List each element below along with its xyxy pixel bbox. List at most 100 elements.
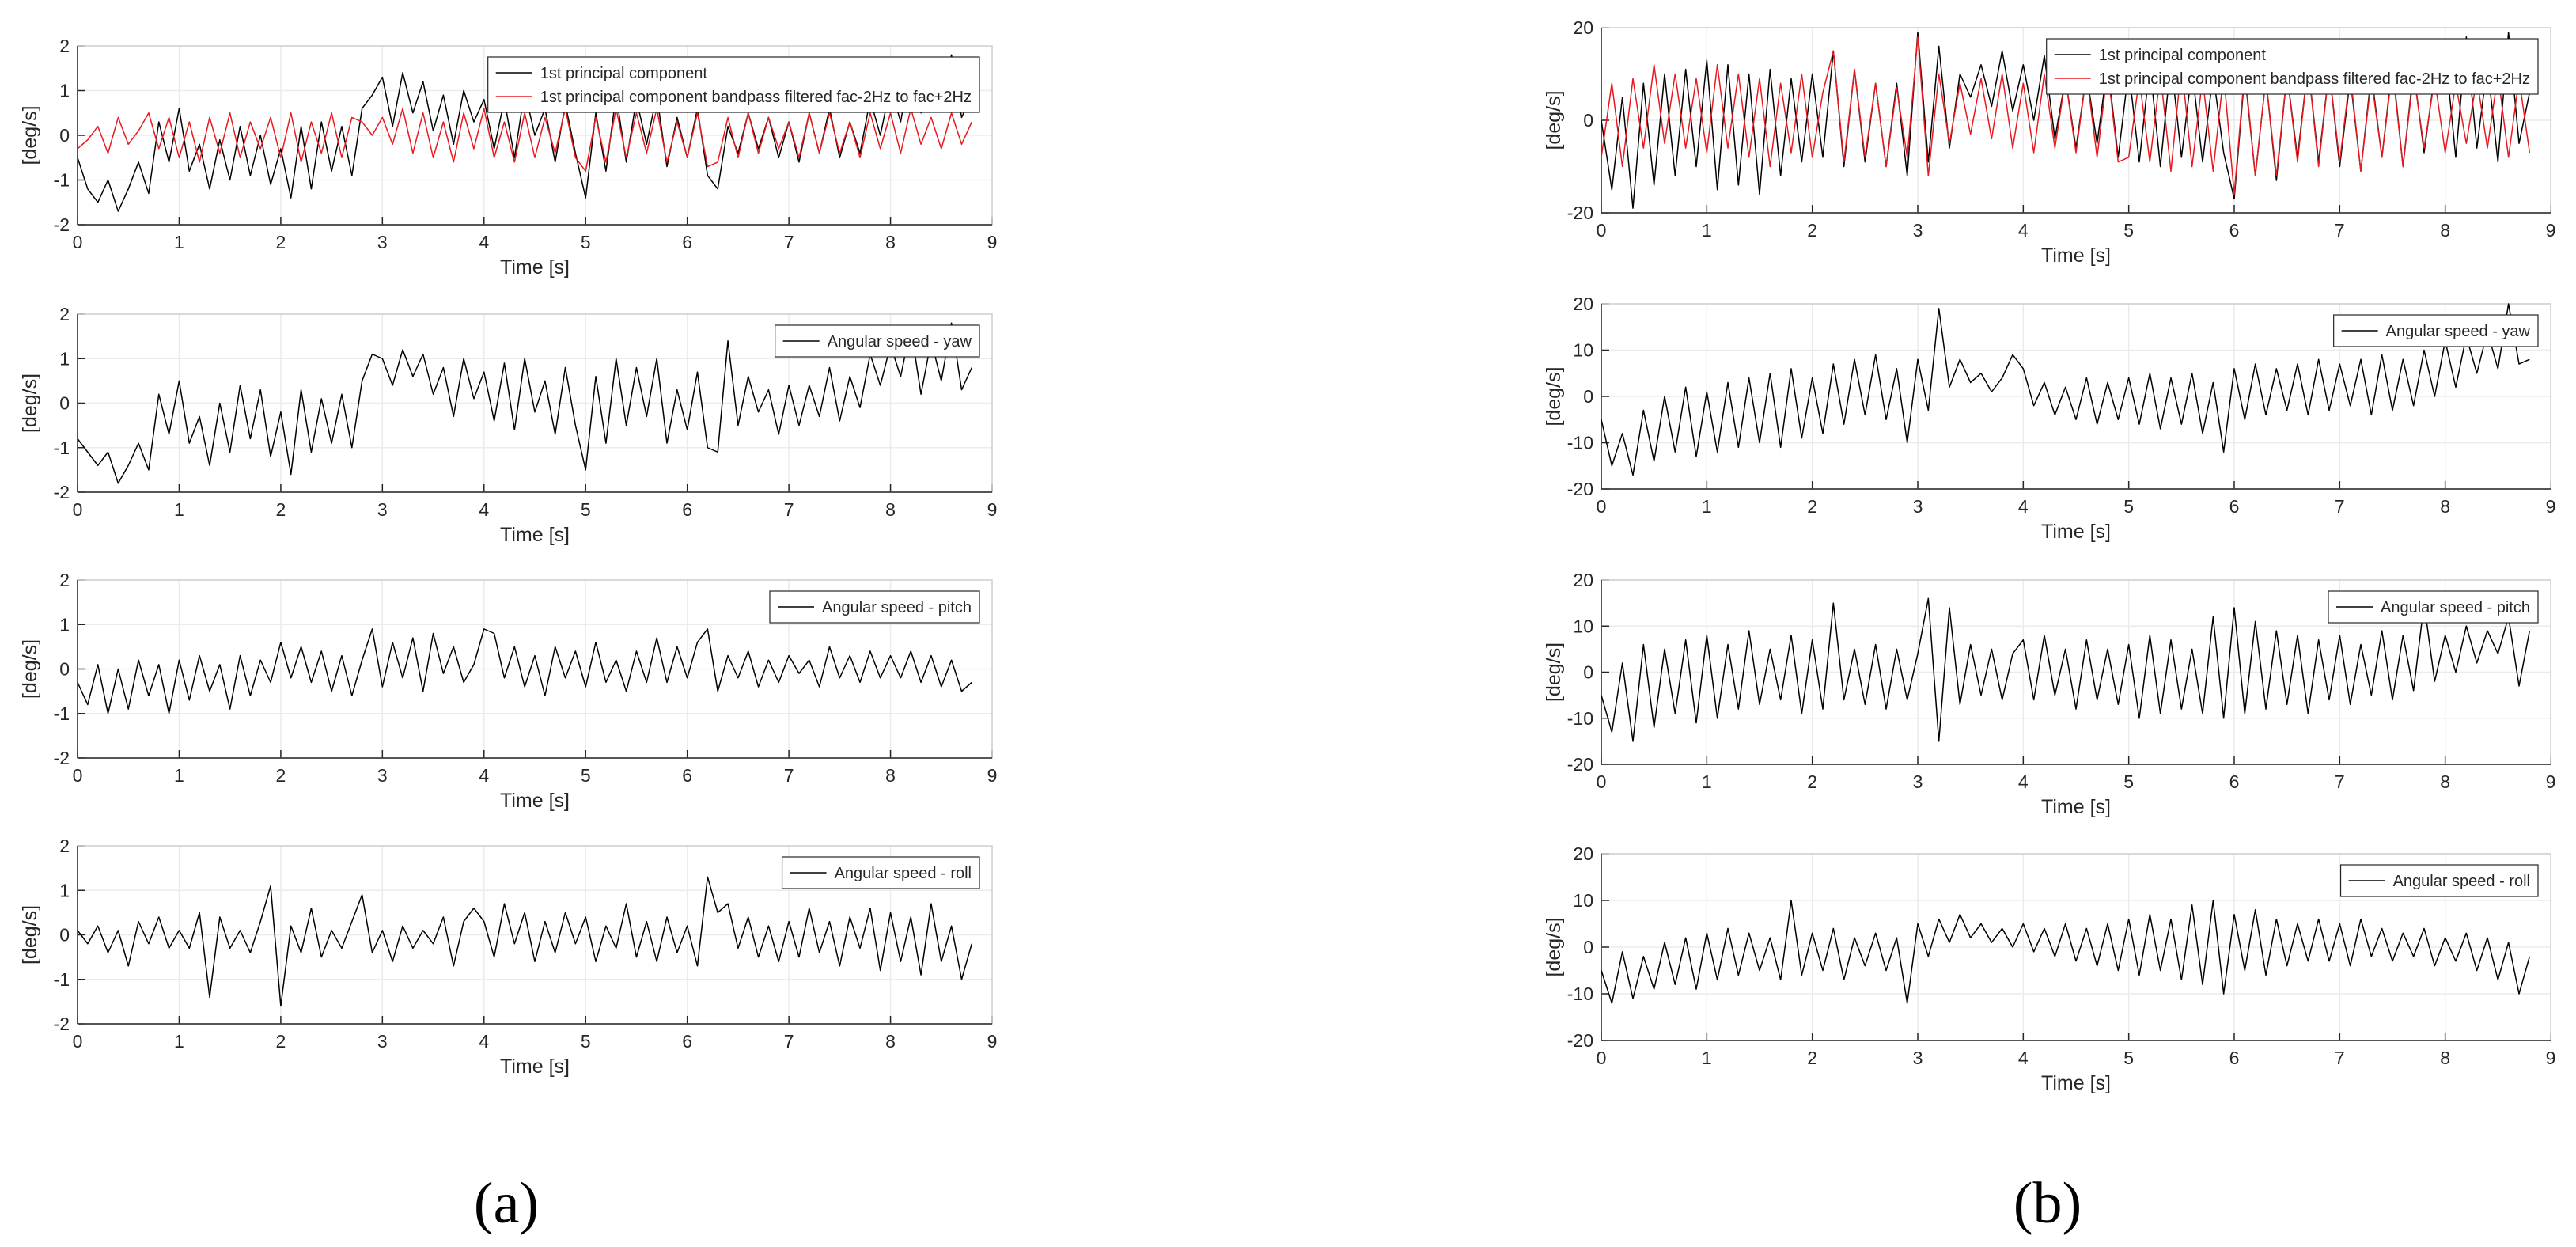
x-tick-label: 4 bbox=[479, 1031, 489, 1052]
x-tick-label: 0 bbox=[73, 765, 83, 786]
x-tick-label: 3 bbox=[1913, 220, 1923, 241]
y-tick-label: 0 bbox=[59, 925, 70, 946]
x-tick-label: 9 bbox=[987, 499, 998, 520]
y-tick-label: -2 bbox=[54, 748, 70, 768]
caption: (b) bbox=[2013, 1171, 2082, 1236]
x-tick-label: 3 bbox=[1913, 1048, 1923, 1068]
legend: Angular speed - pitch bbox=[2328, 590, 2539, 624]
y-axis-label: [deg/s] bbox=[19, 373, 41, 433]
y-tick-label: 10 bbox=[1573, 340, 1593, 361]
x-tick-label: 2 bbox=[275, 1031, 286, 1052]
y-tick-label: -1 bbox=[54, 438, 70, 458]
x-tick-label: 8 bbox=[885, 765, 896, 786]
y-tick-label: 20 bbox=[1573, 17, 1593, 38]
x-axis-label: Time [s] bbox=[500, 790, 570, 812]
data-line bbox=[1601, 900, 2531, 1004]
x-tick-label: 7 bbox=[784, 232, 794, 252]
x-tick-label: 5 bbox=[581, 499, 591, 520]
y-tick-label: -1 bbox=[54, 703, 70, 724]
x-tick-label: 9 bbox=[2546, 220, 2556, 241]
y-tick-label: 0 bbox=[1583, 386, 1593, 407]
subplot: -2 -1 0 1 2 0 1 2 3 4 5 6 7 8 9 Time [s] [deg/s] Angular … bbox=[19, 304, 997, 546]
legend: 1st principal component 1st principal com… bbox=[2046, 38, 2539, 95]
data-line bbox=[77, 322, 972, 484]
y-tick-label: 2 bbox=[59, 570, 70, 590]
subplot: -2 -1 0 1 2 0 1 2 3 4 5 6 7 8 9 Time [s] [deg/s] Angular … bbox=[19, 570, 997, 812]
y-tick-label: -20 bbox=[1567, 1030, 1593, 1051]
legend-label: 1st principal component bandpass filtere… bbox=[540, 89, 972, 106]
legend: Angular speed - roll bbox=[781, 856, 980, 889]
x-tick-label: 5 bbox=[2123, 771, 2134, 792]
x-tick-label: 5 bbox=[2123, 1048, 2134, 1068]
y-tick-label: 10 bbox=[1573, 616, 1593, 636]
x-tick-label: 9 bbox=[2546, 1048, 2556, 1068]
x-axis-label: Time [s] bbox=[2041, 1072, 2111, 1094]
legend: Angular speed - pitch bbox=[769, 590, 980, 624]
x-tick-label: 4 bbox=[2018, 496, 2029, 517]
y-tick-label: -2 bbox=[54, 1014, 70, 1034]
x-axis-label: Time [s] bbox=[500, 256, 570, 279]
y-tick-label: 20 bbox=[1573, 570, 1593, 590]
x-tick-label: 1 bbox=[174, 232, 184, 252]
x-tick-label: 7 bbox=[2335, 220, 2345, 241]
x-tick-label: 1 bbox=[1702, 496, 1712, 517]
x-axis-label: Time [s] bbox=[2041, 796, 2111, 818]
x-tick-label: 7 bbox=[2335, 496, 2345, 517]
y-tick-label: -20 bbox=[1567, 479, 1593, 499]
x-tick-label: 8 bbox=[2440, 1048, 2450, 1068]
legend-label: Angular speed - yaw bbox=[828, 333, 972, 351]
y-tick-label: 20 bbox=[1573, 294, 1593, 314]
y-tick-label: -20 bbox=[1567, 203, 1593, 223]
caption: (a) bbox=[474, 1171, 539, 1236]
x-tick-label: 3 bbox=[377, 765, 388, 786]
x-tick-label: 1 bbox=[1702, 771, 1712, 792]
x-tick-label: 1 bbox=[174, 499, 184, 520]
x-axis-label: Time [s] bbox=[500, 524, 570, 546]
y-tick-label: 0 bbox=[1583, 110, 1593, 131]
x-tick-label: 6 bbox=[2229, 220, 2240, 241]
y-tick-label: 2 bbox=[59, 304, 70, 324]
y-tick-label: 0 bbox=[59, 125, 70, 146]
x-tick-label: 2 bbox=[1807, 220, 1817, 241]
y-tick-label: 1 bbox=[59, 348, 70, 369]
y-tick-label: 1 bbox=[59, 880, 70, 900]
y-tick-label: -10 bbox=[1567, 433, 1593, 453]
x-tick-label: 2 bbox=[275, 232, 286, 252]
x-tick-label: 4 bbox=[479, 765, 489, 786]
x-axis-label: Time [s] bbox=[500, 1056, 570, 1078]
x-tick-label: 0 bbox=[1597, 220, 1607, 241]
x-tick-label: 8 bbox=[885, 1031, 896, 1052]
y-tick-label: 0 bbox=[1583, 937, 1593, 957]
y-tick-label: 1 bbox=[59, 81, 70, 101]
y-axis-label: [deg/s] bbox=[1543, 917, 1565, 976]
y-tick-label: 2 bbox=[59, 36, 70, 56]
x-tick-label: 8 bbox=[2440, 771, 2450, 792]
y-tick-label: 10 bbox=[1573, 890, 1593, 911]
x-tick-label: 2 bbox=[1807, 1048, 1817, 1068]
subplot: -20 -10 0 10 20 0 1 2 3 4 5 6 7 8 9 Time [s] [deg/s] Angu… bbox=[1543, 843, 2555, 1094]
x-tick-label: 0 bbox=[73, 499, 83, 520]
x-tick-label: 7 bbox=[2335, 1048, 2345, 1068]
subplot: -2 -1 0 1 2 0 1 2 3 4 5 6 7 8 9 Time [s] [deg/s] 1st prin… bbox=[19, 36, 997, 279]
x-tick-label: 4 bbox=[2018, 1048, 2029, 1068]
x-tick-label: 6 bbox=[682, 1031, 692, 1052]
x-tick-label: 6 bbox=[682, 765, 692, 786]
x-tick-label: 5 bbox=[2123, 220, 2134, 241]
x-tick-label: 9 bbox=[987, 1031, 998, 1052]
legend-label: Angular speed - pitch bbox=[2381, 599, 2530, 616]
y-axis-label: [deg/s] bbox=[19, 905, 41, 965]
x-tick-label: 1 bbox=[1702, 1048, 1712, 1068]
x-tick-label: 8 bbox=[2440, 220, 2450, 241]
subplot: -20 -10 0 10 20 0 1 2 3 4 5 6 7 8 9 Time [s] [deg/s] Angu… bbox=[1543, 570, 2555, 818]
y-axis-label: [deg/s] bbox=[19, 639, 41, 699]
x-tick-label: 6 bbox=[2229, 1048, 2240, 1068]
x-tick-label: 0 bbox=[1597, 1048, 1607, 1068]
y-tick-label: -20 bbox=[1567, 754, 1593, 775]
x-tick-label: 6 bbox=[682, 499, 692, 520]
x-tick-label: 2 bbox=[1807, 771, 1817, 792]
y-tick-label: 0 bbox=[59, 393, 70, 414]
x-tick-label: 3 bbox=[377, 232, 388, 252]
x-tick-label: 3 bbox=[377, 1031, 388, 1052]
